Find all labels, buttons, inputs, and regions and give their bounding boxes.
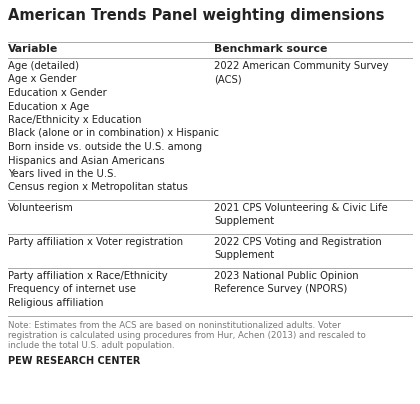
Text: 2023 National Public Opinion: 2023 National Public Opinion	[214, 271, 359, 281]
Text: Party affiliation x Race/Ethnicity: Party affiliation x Race/Ethnicity	[8, 271, 168, 281]
Text: 2022 American Community Survey: 2022 American Community Survey	[214, 61, 388, 71]
Text: Frequency of internet use: Frequency of internet use	[8, 284, 136, 295]
Text: Hispanics and Asian Americans: Hispanics and Asian Americans	[8, 156, 165, 166]
Text: Supplement: Supplement	[214, 217, 274, 227]
Text: 2021 CPS Volunteering & Civic Life: 2021 CPS Volunteering & Civic Life	[214, 203, 388, 213]
Text: 2022 CPS Voting and Registration: 2022 CPS Voting and Registration	[214, 237, 382, 247]
Text: registration is calculated using procedures from Hur, Achen (2013) and rescaled : registration is calculated using procedu…	[8, 331, 366, 340]
Text: Black (alone or in combination) x Hispanic: Black (alone or in combination) x Hispan…	[8, 128, 219, 139]
Text: include the total U.S. adult population.: include the total U.S. adult population.	[8, 341, 175, 351]
Text: Born inside vs. outside the U.S. among: Born inside vs. outside the U.S. among	[8, 142, 202, 152]
Text: Age x Gender: Age x Gender	[8, 74, 76, 84]
Text: Reference Survey (NPORS): Reference Survey (NPORS)	[214, 284, 347, 295]
Text: Variable: Variable	[8, 44, 58, 54]
Text: (ACS): (ACS)	[214, 74, 242, 84]
Text: Party affiliation x Voter registration: Party affiliation x Voter registration	[8, 237, 183, 247]
Text: Religious affiliation: Religious affiliation	[8, 298, 103, 308]
Text: Note: Estimates from the ACS are based on noninstitutionalized adults. Voter: Note: Estimates from the ACS are based o…	[8, 320, 341, 330]
Text: PEW RESEARCH CENTER: PEW RESEARCH CENTER	[8, 356, 140, 366]
Text: Education x Gender: Education x Gender	[8, 88, 107, 98]
Text: Volunteerism: Volunteerism	[8, 203, 74, 213]
Text: Race/Ethnicity x Education: Race/Ethnicity x Education	[8, 115, 142, 125]
Text: American Trends Panel weighting dimensions: American Trends Panel weighting dimensio…	[8, 8, 384, 23]
Text: Benchmark source: Benchmark source	[214, 44, 328, 54]
Text: Years lived in the U.S.: Years lived in the U.S.	[8, 169, 117, 179]
Text: Age (detailed): Age (detailed)	[8, 61, 79, 71]
Text: Supplement: Supplement	[214, 250, 274, 261]
Text: Census region x Metropolitan status: Census region x Metropolitan status	[8, 183, 188, 192]
Text: Education x Age: Education x Age	[8, 101, 89, 112]
